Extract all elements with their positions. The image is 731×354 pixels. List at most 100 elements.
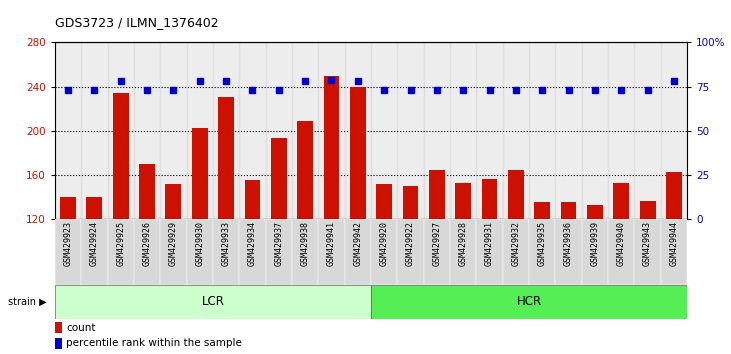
Text: LCR: LCR	[202, 295, 224, 308]
Bar	[403, 186, 418, 219]
Text: HCR: HCR	[517, 295, 542, 308]
Bar	[318, 219, 344, 285]
Bar	[165, 184, 181, 219]
Bar	[613, 183, 629, 219]
Text: GSM429941: GSM429941	[327, 222, 336, 267]
Bar	[239, 219, 265, 285]
Bar	[81, 219, 107, 285]
Bar	[455, 183, 471, 219]
Bar	[503, 219, 529, 285]
Bar	[160, 219, 186, 285]
Bar	[265, 219, 292, 285]
Bar	[398, 42, 424, 219]
Bar	[186, 219, 213, 285]
Bar	[318, 42, 344, 219]
Text: GSM429944: GSM429944	[670, 222, 678, 267]
Bar	[635, 219, 661, 285]
Bar	[661, 42, 687, 219]
Bar	[81, 42, 107, 219]
Bar	[450, 219, 477, 285]
Bar	[86, 197, 102, 219]
Text: GSM429932: GSM429932	[512, 222, 520, 267]
Bar	[292, 219, 318, 285]
Bar	[587, 205, 603, 219]
Bar	[350, 87, 366, 219]
Text: GSM429924: GSM429924	[90, 222, 99, 267]
Bar	[582, 219, 608, 285]
Text: GSM429931: GSM429931	[485, 222, 494, 267]
Bar	[508, 170, 524, 219]
Bar	[55, 285, 371, 319]
Bar	[503, 42, 529, 219]
Bar	[344, 42, 371, 219]
Bar	[292, 42, 318, 219]
Bar	[477, 42, 503, 219]
Bar	[529, 42, 556, 219]
Text: GSM429926: GSM429926	[143, 222, 151, 267]
Bar	[424, 219, 450, 285]
Bar	[324, 76, 339, 219]
Bar	[55, 338, 62, 349]
Text: GSM429928: GSM429928	[458, 222, 468, 267]
Bar	[298, 121, 313, 219]
Bar	[218, 97, 234, 219]
Bar	[213, 219, 239, 285]
Bar	[55, 42, 81, 219]
Bar	[534, 202, 550, 219]
Bar	[640, 201, 656, 219]
Text: GSM429922: GSM429922	[406, 222, 415, 267]
Text: count: count	[67, 322, 96, 332]
Text: strain ▶: strain ▶	[8, 297, 47, 307]
Bar	[608, 42, 635, 219]
Bar	[134, 42, 160, 219]
Bar	[113, 93, 129, 219]
Bar	[608, 219, 635, 285]
Text: GSM429929: GSM429929	[169, 222, 178, 267]
Bar	[666, 172, 682, 219]
Bar	[398, 219, 424, 285]
Bar	[134, 219, 160, 285]
Text: GSM429923: GSM429923	[64, 222, 72, 267]
Text: GSM429935: GSM429935	[538, 222, 547, 267]
Text: GSM429925: GSM429925	[116, 222, 125, 267]
Bar	[344, 219, 371, 285]
Text: GSM429940: GSM429940	[617, 222, 626, 267]
Text: percentile rank within the sample: percentile rank within the sample	[67, 338, 242, 348]
Bar	[482, 178, 497, 219]
Text: GSM429939: GSM429939	[591, 222, 599, 267]
Bar	[107, 219, 134, 285]
Bar	[371, 219, 398, 285]
Bar	[371, 285, 687, 319]
Text: GSM429920: GSM429920	[379, 222, 389, 267]
Bar	[60, 197, 76, 219]
Bar	[429, 170, 444, 219]
Bar	[160, 42, 186, 219]
Text: GSM429937: GSM429937	[274, 222, 284, 267]
Text: GSM429938: GSM429938	[300, 222, 310, 267]
Bar	[239, 42, 265, 219]
Text: GSM429942: GSM429942	[353, 222, 363, 267]
Bar	[139, 164, 155, 219]
Bar	[55, 322, 62, 333]
Bar	[450, 42, 477, 219]
Text: GSM429927: GSM429927	[432, 222, 442, 267]
Bar	[271, 138, 287, 219]
Bar	[556, 219, 582, 285]
Bar	[561, 202, 577, 219]
Bar	[529, 219, 556, 285]
Bar	[661, 219, 687, 285]
Text: GSM429943: GSM429943	[643, 222, 652, 267]
Bar	[107, 42, 134, 219]
Bar	[371, 42, 398, 219]
Bar	[244, 179, 260, 219]
Text: GSM429930: GSM429930	[195, 222, 204, 267]
Bar	[582, 42, 608, 219]
Text: GSM429934: GSM429934	[248, 222, 257, 267]
Text: GSM429933: GSM429933	[221, 222, 230, 267]
Bar	[556, 42, 582, 219]
Bar	[424, 42, 450, 219]
Bar	[186, 42, 213, 219]
Bar	[635, 42, 661, 219]
Bar	[192, 128, 208, 219]
Bar	[265, 42, 292, 219]
